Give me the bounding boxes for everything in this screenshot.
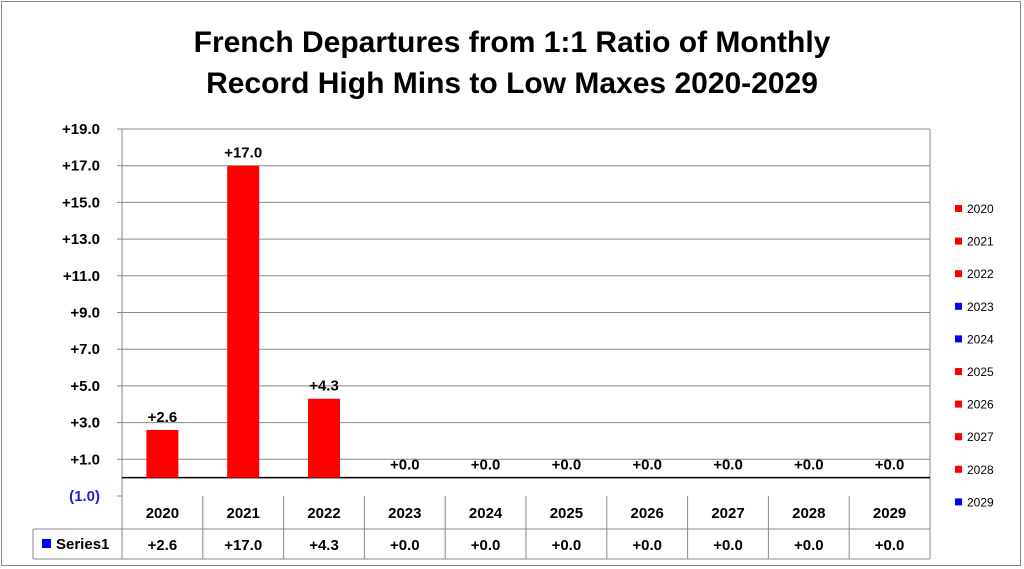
table-value-2025: +0.0 xyxy=(552,537,582,554)
table-value-2026: +0.0 xyxy=(632,537,662,554)
table-value-2020: +2.6 xyxy=(148,537,178,554)
category-label-2027: 2027 xyxy=(711,505,744,522)
legend-swatch-2026 xyxy=(955,400,962,408)
bar-2021 xyxy=(227,165,260,478)
legend-swatch-2025 xyxy=(955,368,962,375)
legend-label-2026: 2026 xyxy=(967,398,994,412)
category-label-2024: 2024 xyxy=(469,505,503,522)
data-labels: +2.6 +17.0 +4.3 +0.0 +0.0 +0.0 +0.0 +0.0 +0.0 +0.… xyxy=(148,145,905,474)
data-table: 2020 +2.6 2021 +17.0 2022 +4.3 2023 +0.0 2024 +0.… xyxy=(32,496,931,560)
category-label-2026: 2026 xyxy=(631,505,664,522)
y-tick-label: (1.0) xyxy=(69,488,100,505)
y-tick-label: +11.0 xyxy=(63,268,100,285)
data-label-2026: +0.0 xyxy=(632,457,662,474)
chart-title-line-2: Record High Mins to Low Maxes 2020-2029 xyxy=(206,67,818,100)
legend-swatch-2024 xyxy=(955,335,962,343)
category-label-2028: 2028 xyxy=(792,505,825,522)
category-label-2029: 2029 xyxy=(873,505,906,522)
y-tick-label: +13.0 xyxy=(62,231,100,248)
category-label-2021: 2021 xyxy=(227,505,260,522)
bars xyxy=(146,165,340,478)
y-tick-label: +9.0 xyxy=(70,305,100,322)
y-axis: +19.0 +17.0 +15.0 +13.0 +11.0 +9.0 +7.0 +5.0 +3.… xyxy=(62,121,122,505)
table-value-2021: +17.0 xyxy=(224,537,262,554)
data-label-2020: +2.6 xyxy=(148,409,178,426)
legend-label-2021: 2021 xyxy=(967,235,994,249)
legend-swatch-2028 xyxy=(955,465,962,473)
series-key-swatch xyxy=(42,539,51,548)
legend-swatch-2023 xyxy=(955,302,962,310)
category-label-2020: 2020 xyxy=(146,505,179,522)
series-key-label: Series1 xyxy=(56,536,109,553)
data-label-2022: +4.3 xyxy=(309,378,339,395)
y-tick-label: +3.0 xyxy=(70,415,100,432)
bar-2020 xyxy=(146,429,179,478)
y-tick-label: +17.0 xyxy=(62,158,100,175)
data-label-2028: +0.0 xyxy=(794,457,824,474)
chart-title-line-1: French Departures from 1:1 Ratio of Mont… xyxy=(194,26,831,59)
y-tick-label: +19.0 xyxy=(62,121,100,138)
table-value-2027: +0.0 xyxy=(713,537,743,554)
legend-swatch-2021 xyxy=(955,237,962,245)
table-value-2028: +0.0 xyxy=(794,537,824,554)
legend-label-2022: 2022 xyxy=(967,267,994,281)
data-label-2024: +0.0 xyxy=(471,457,501,474)
legend-label-2029: 2029 xyxy=(967,495,994,509)
table-value-2022: +4.3 xyxy=(309,537,339,554)
legend-swatch-2020 xyxy=(955,205,962,212)
data-label-2027: +0.0 xyxy=(713,457,743,474)
data-label-2023: +0.0 xyxy=(390,457,420,474)
table-value-2024: +0.0 xyxy=(471,537,501,554)
legend-swatch-2027 xyxy=(955,433,962,441)
table-value-2023: +0.0 xyxy=(390,537,420,554)
data-label-2025: +0.0 xyxy=(552,457,582,474)
legend-label-2023: 2023 xyxy=(967,300,994,314)
legend-label-2024: 2024 xyxy=(967,332,994,346)
table-value-2029: +0.0 xyxy=(875,537,905,554)
legend-swatch-2029 xyxy=(955,498,962,506)
legend-label-2028: 2028 xyxy=(967,463,994,477)
y-tick-label: +5.0 xyxy=(70,378,100,395)
legend-label-2025: 2025 xyxy=(967,365,994,379)
data-label-2021: +17.0 xyxy=(224,145,262,162)
bar-2022 xyxy=(308,398,340,478)
legend-label-2027: 2027 xyxy=(967,430,994,444)
y-tick-label: +1.0 xyxy=(70,451,100,468)
category-label-2022: 2022 xyxy=(307,505,340,522)
legend-swatch-2022 xyxy=(955,270,962,278)
y-tick-label: +15.0 xyxy=(62,194,100,211)
legend-label-2020: 2020 xyxy=(967,202,994,216)
category-label-2025: 2025 xyxy=(550,505,583,522)
legend: 2020 2021 2022 2023 2024 2025 2026 2027 2028 2029 xyxy=(955,202,994,509)
category-label-2023: 2023 xyxy=(388,505,421,522)
data-label-2029: +0.0 xyxy=(875,457,905,474)
y-tick-label: +7.0 xyxy=(70,341,100,358)
